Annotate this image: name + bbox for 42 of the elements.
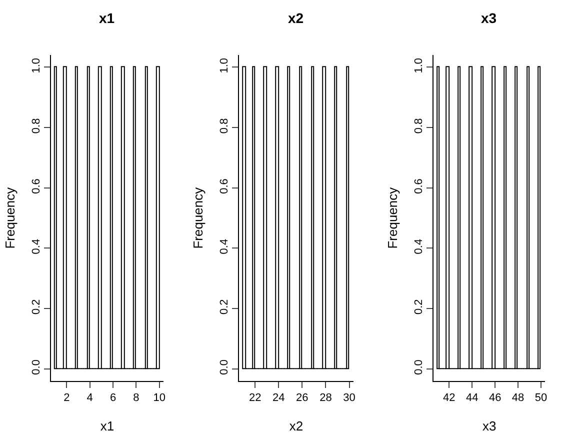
y-tick-label: 0.2: [218, 299, 231, 315]
y-tick-label: 0.8: [413, 118, 426, 134]
x-tick-label: 28: [320, 392, 332, 404]
y-tick-label: 0.6: [413, 178, 426, 194]
y-tick-label: 0.0: [218, 360, 231, 375]
x-tick-label: 44: [466, 392, 478, 404]
x-tick-label: 2: [64, 392, 70, 404]
x-tick-label: 30: [343, 392, 356, 404]
y-tick-label: 0.6: [30, 178, 43, 194]
y-tick-label: 0.6: [218, 178, 231, 194]
x-tick-label: 10: [153, 392, 166, 404]
y-tick-label: 1.0: [218, 58, 231, 74]
y-axis-title: Frequency: [2, 186, 18, 249]
x-tick-label: 42: [443, 392, 456, 404]
y-tick-label: 0.4: [413, 238, 426, 254]
chart-title: x3: [481, 10, 497, 26]
y-tick-label: 0.8: [218, 118, 231, 134]
x-tick-label: 26: [296, 392, 308, 404]
y-tick-label: 0.2: [413, 299, 426, 315]
x-tick-label: 24: [272, 392, 285, 404]
x-tick-label: 48: [512, 392, 524, 404]
x-axis-title: x1: [100, 418, 114, 434]
x-tick-label: 6: [110, 392, 116, 404]
y-axis-title: Frequency: [190, 186, 206, 249]
y-axis-title: Frequency: [385, 186, 400, 249]
x-tick-label: 8: [133, 392, 140, 404]
y-tick-label: 0.0: [30, 360, 43, 375]
x-axis-title: x3: [482, 418, 496, 434]
y-tick-label: 0.4: [30, 238, 43, 254]
y-tick-label: 0.8: [30, 118, 43, 134]
y-tick-label: 0.2: [30, 299, 43, 315]
chart-title: x2: [288, 10, 304, 26]
x-tick-label: 4: [86, 392, 93, 404]
x-tick-label: 22: [248, 392, 262, 404]
x-tick-label: 46: [488, 392, 502, 404]
y-tick-label: 1.0: [413, 58, 426, 74]
x-axis-title: x2: [289, 418, 304, 434]
y-tick-label: 0.0: [413, 360, 426, 375]
x-tick-label: 50: [534, 392, 548, 404]
y-tick-label: 0.4: [218, 238, 231, 254]
y-tick-label: 1.0: [30, 58, 43, 74]
chart-title: x1: [99, 10, 115, 26]
